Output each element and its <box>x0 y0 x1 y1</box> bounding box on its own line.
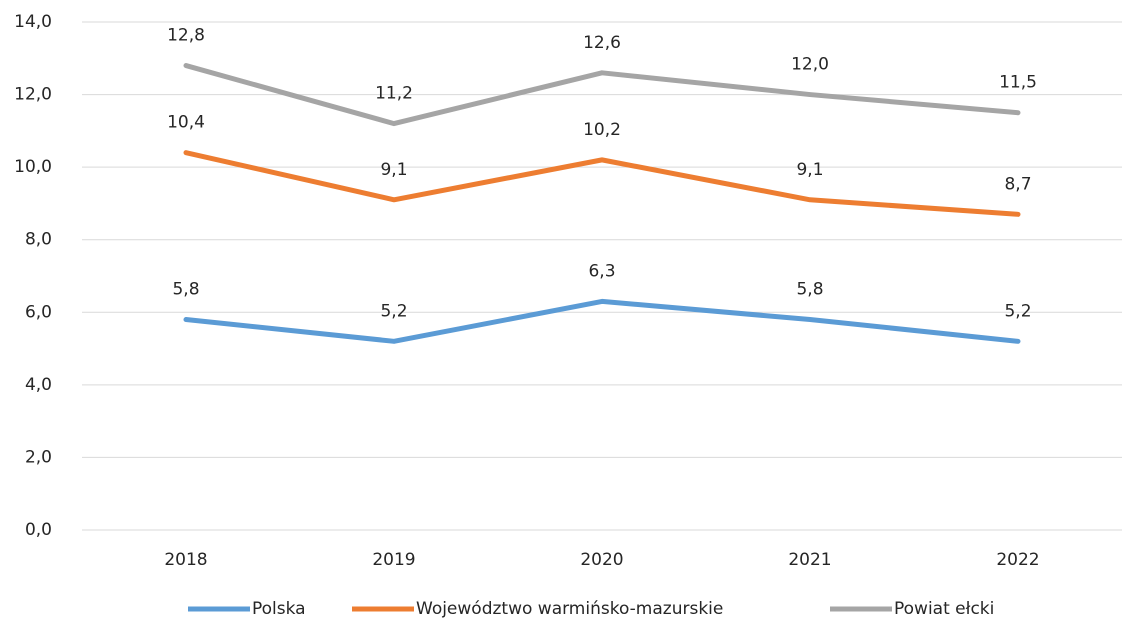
y-tick-label: 12,0 <box>14 85 52 105</box>
data-label: 9,1 <box>380 160 407 180</box>
data-label: 11,2 <box>375 84 413 104</box>
data-label: 12,8 <box>167 26 205 46</box>
x-tick-label: 2022 <box>996 550 1039 570</box>
x-tick-label: 2021 <box>788 550 831 570</box>
data-label: 12,6 <box>583 33 621 53</box>
data-label: 5,2 <box>380 301 407 321</box>
data-label: 11,5 <box>999 73 1037 93</box>
y-tick-label: 6,0 <box>25 302 52 322</box>
y-tick-label: 8,0 <box>25 230 52 250</box>
data-label: 5,2 <box>1004 301 1031 321</box>
series-line <box>183 63 1021 127</box>
data-label: 5,8 <box>796 280 823 300</box>
legend-label: Województwo warmińsko-mazurskie <box>416 599 723 619</box>
x-tick-label: 2020 <box>580 550 623 570</box>
y-tick-label: 14,0 <box>14 12 52 32</box>
y-tick-label: 2,0 <box>25 447 52 467</box>
data-label: 9,1 <box>796 160 823 180</box>
data-label: 8,7 <box>1004 174 1031 194</box>
x-tick-label: 2019 <box>372 550 415 570</box>
y-tick-label: 4,0 <box>25 375 52 395</box>
series-line <box>183 150 1021 217</box>
y-tick-label: 10,0 <box>14 157 52 177</box>
y-tick-label: 0,0 <box>25 520 52 540</box>
data-label: 10,2 <box>583 120 621 140</box>
data-label: 10,4 <box>167 113 205 133</box>
data-label: 12,0 <box>791 55 829 75</box>
legend-label: Powiat ełcki <box>894 599 994 619</box>
series-line <box>183 298 1021 344</box>
legend-label: Polska <box>252 599 306 619</box>
data-label: 6,3 <box>588 261 615 281</box>
data-label: 5,8 <box>172 280 199 300</box>
x-tick-label: 2018 <box>164 550 207 570</box>
